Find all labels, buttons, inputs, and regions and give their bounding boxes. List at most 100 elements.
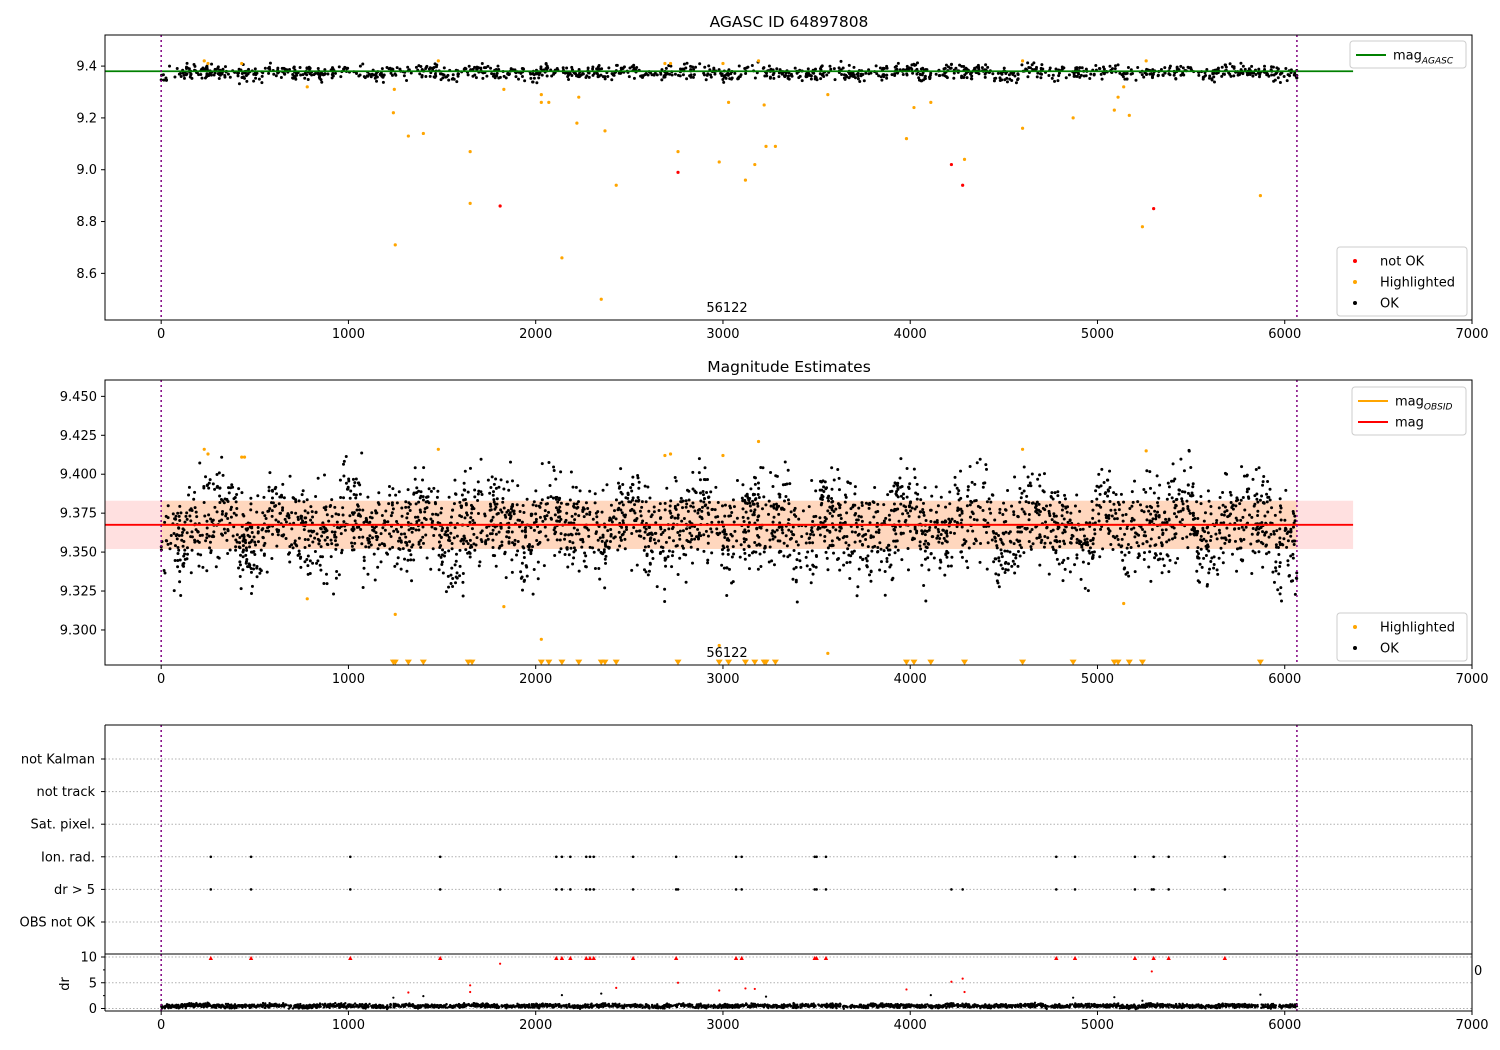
ok-point [1214, 521, 1218, 525]
ok-point [1038, 72, 1042, 76]
ok-point [374, 531, 378, 535]
ok-point [842, 73, 846, 77]
ok-point [1192, 532, 1196, 536]
ok-point [1199, 547, 1203, 551]
ok-point [311, 515, 315, 519]
ok-point [1062, 528, 1066, 532]
ok-point [1243, 67, 1247, 71]
ok-point [905, 64, 909, 68]
ok-point [631, 483, 635, 487]
ok-point [520, 588, 524, 592]
ok-point [944, 539, 948, 543]
ok-point [756, 492, 760, 496]
ok-point [349, 489, 353, 493]
data-point [753, 162, 757, 167]
ok-point [762, 66, 766, 70]
ok-point [1220, 65, 1224, 69]
ok-point [1054, 514, 1058, 518]
ok-point [1291, 525, 1295, 529]
ok-point [1108, 64, 1112, 68]
ok-point [1092, 550, 1096, 554]
ok-point [772, 515, 776, 519]
ok-point [208, 478, 212, 482]
ok-point [306, 511, 310, 515]
ok-point [1080, 66, 1084, 70]
ok-point [1097, 503, 1101, 507]
ok-point [882, 67, 886, 71]
ok-point [726, 552, 730, 556]
ok-point [205, 526, 209, 530]
ok-point [934, 510, 938, 514]
ok-point [921, 501, 925, 505]
ok-point [570, 514, 574, 518]
ok-point [256, 494, 260, 498]
ok-point [679, 500, 683, 504]
ok-point [354, 496, 358, 500]
ok-point [566, 502, 570, 506]
ok-point [245, 558, 249, 562]
ok-point [406, 521, 410, 525]
ok-point [500, 510, 504, 514]
ok-point [743, 528, 747, 532]
ok-point [723, 535, 727, 539]
ok-point [500, 540, 504, 544]
ok-point [1154, 517, 1158, 521]
ok-point [1144, 534, 1148, 538]
ok-point [955, 520, 959, 524]
ok-point [486, 478, 490, 482]
ok-point [318, 563, 322, 567]
ok-point [450, 541, 454, 545]
ok-point [830, 544, 834, 548]
ok-point [947, 517, 951, 521]
legend-dot-swatch [1353, 301, 1357, 305]
ok-point [1202, 556, 1206, 560]
ok-point [681, 529, 685, 533]
ok-point [716, 500, 720, 504]
ok-point [1093, 528, 1097, 532]
ok-point [303, 538, 307, 542]
ok-point [834, 528, 838, 532]
ok-point [494, 564, 498, 568]
ok-point [810, 526, 814, 530]
ok-point [580, 545, 584, 549]
category-label: not Kalman [21, 753, 95, 768]
ok-point [1107, 528, 1111, 532]
ok-point [1028, 66, 1032, 70]
ok-point [436, 489, 440, 493]
ok-point [439, 72, 443, 76]
ok-point [804, 555, 808, 559]
ok-point [639, 534, 643, 538]
ok-point [826, 546, 830, 550]
ok-point [270, 509, 274, 513]
x-tick-label: 3000 [706, 672, 739, 687]
ok-point [547, 460, 551, 464]
flag-point [1133, 888, 1137, 891]
ok-point [782, 554, 786, 558]
ok-point [982, 518, 986, 522]
ok-point [384, 509, 388, 513]
ok-point [1202, 519, 1206, 523]
ok-point [212, 530, 216, 534]
ok-point [207, 534, 211, 538]
ok-point [771, 537, 775, 541]
data-point [421, 131, 425, 136]
ok-point [1277, 553, 1281, 557]
ok-point [425, 556, 429, 560]
ok-point [853, 485, 857, 489]
ok-point [1111, 548, 1115, 552]
ok-point [1229, 493, 1233, 497]
ok-point [611, 73, 615, 77]
ok-point [307, 65, 311, 69]
ok-point [377, 491, 381, 495]
ok-point [948, 502, 952, 506]
ok-point [753, 508, 757, 512]
ok-point [472, 532, 476, 536]
ok-point [848, 481, 852, 485]
ok-point [852, 549, 856, 553]
ok-point [678, 537, 682, 541]
ok-point [765, 528, 769, 532]
ok-point [1261, 565, 1265, 569]
ok-point [1221, 503, 1225, 507]
ok-point [969, 72, 973, 76]
ok-point [1145, 469, 1149, 473]
